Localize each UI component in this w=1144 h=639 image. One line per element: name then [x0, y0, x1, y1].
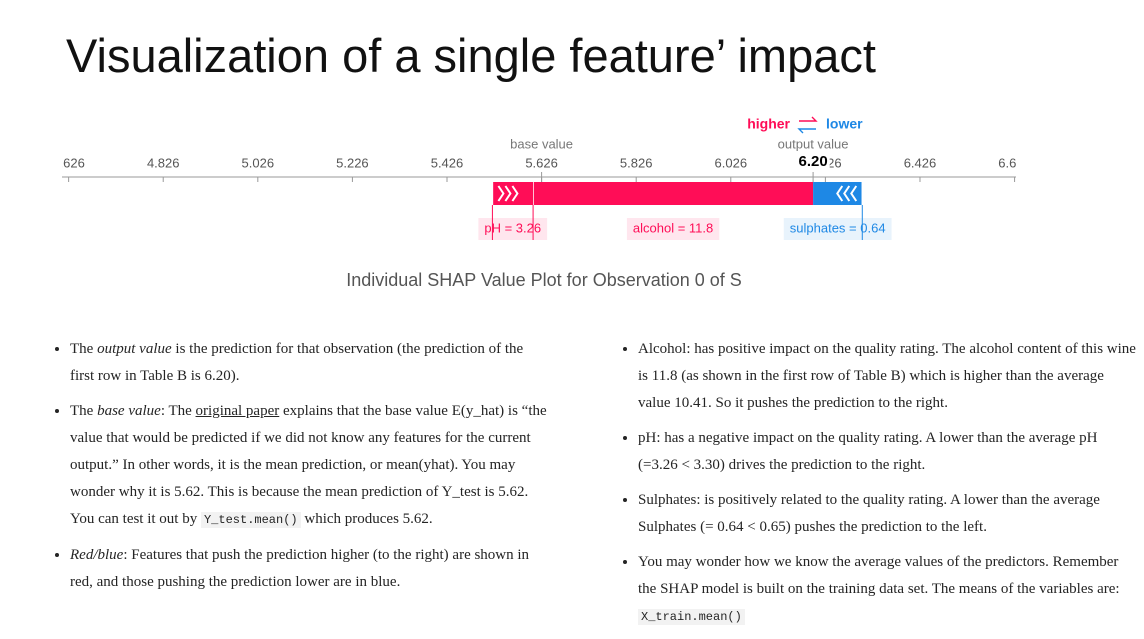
caption: Individual SHAP Value Plot for Observati…: [346, 270, 742, 290]
label-bg: [478, 218, 548, 240]
direction-arrows: [797, 116, 818, 134]
bullet: pH: has a negative impact on the quality…: [638, 425, 1138, 479]
chevron: [504, 185, 512, 202]
right-bullets: Alcohol: has positive impact on the qual…: [618, 336, 1138, 639]
output-value-bg: [796, 152, 830, 172]
bullet: Alcohol: has positive impact on the qual…: [638, 336, 1138, 417]
text: base value: [97, 403, 161, 419]
feature-label: sulphates = 0.64: [790, 220, 886, 235]
shap-segment: [533, 182, 814, 205]
text: The: [70, 403, 98, 419]
feature-label: alcohol = 11.8: [633, 220, 713, 235]
chevron: [850, 185, 858, 202]
text: The: [70, 341, 98, 357]
bullet: The output value is the prediction for t…: [70, 336, 550, 390]
bullet: The base value: The original paper expla…: [70, 398, 550, 534]
chevron: [843, 185, 851, 202]
text: explains that the base value E(y_hat) is…: [70, 403, 547, 527]
text: Sulphates: is positively related to the …: [638, 492, 1100, 535]
text: is the prediction for that observation (…: [70, 341, 524, 384]
shap-segment: [492, 182, 534, 205]
chevron: [511, 185, 519, 202]
x-tick-label: 4.826: [147, 155, 180, 170]
text: pH: has a negative impact on the quality…: [638, 430, 1098, 473]
output-value-label: output value: [778, 136, 849, 151]
x-tick-label: 6.426: [904, 155, 937, 170]
text: Alcohol: has positive impact on the qual…: [638, 341, 1136, 411]
label-bg: [626, 218, 720, 240]
text: output value: [97, 341, 172, 357]
text: which produces 5.62.: [300, 511, 433, 527]
text: Red/blue: [70, 547, 124, 563]
label-bg: [783, 218, 892, 240]
higher-label: higher: [747, 116, 790, 132]
output-value: 6.20: [798, 153, 827, 170]
x-tick-label: 6.626: [998, 155, 1031, 170]
bullet: You may wonder how we know the average v…: [638, 549, 1138, 631]
x-tick-label: 5.026: [242, 155, 275, 170]
base-value-label: base value: [510, 136, 573, 151]
code: Y_test.mean(): [200, 512, 301, 528]
bullet: Red/blue: Features that push the predict…: [70, 542, 550, 596]
slide: Visualization of a single feature’ impac…: [0, 0, 1144, 621]
chevron: [836, 185, 844, 202]
plot-group: base value output value 6.20 alcohol = 11.8…: [478, 136, 892, 240]
code: X_train.mean(): [638, 609, 745, 625]
link[interactable]: original paper: [195, 403, 280, 419]
bullet: Sulphates: is positively related to the …: [638, 487, 1138, 541]
text: : The: [160, 403, 196, 419]
text: : Features that push the prediction high…: [70, 547, 530, 590]
chevron: [497, 185, 505, 202]
x-tick-label: 5.826: [620, 155, 653, 170]
left-bullets: The output value is the prediction for t…: [50, 336, 550, 604]
x-tick-label: 5.626: [525, 155, 558, 170]
x-tick-label: 6.026: [715, 155, 748, 170]
slide-title: Visualization of a single feature’ impac…: [66, 29, 876, 82]
lower-label: lower: [826, 116, 863, 132]
x-tick-label: 5.426: [431, 155, 464, 170]
text: You may wonder how we know the average v…: [638, 554, 1120, 597]
force-plot: higher lower 4.626 4.826 5.026 5.226 5.426 5.…: [52, 116, 1031, 240]
x-tick-label: 5.226: [336, 155, 369, 170]
x-tick-label: 4.626: [52, 155, 85, 170]
feature-label: pH = 3.26: [484, 220, 541, 235]
